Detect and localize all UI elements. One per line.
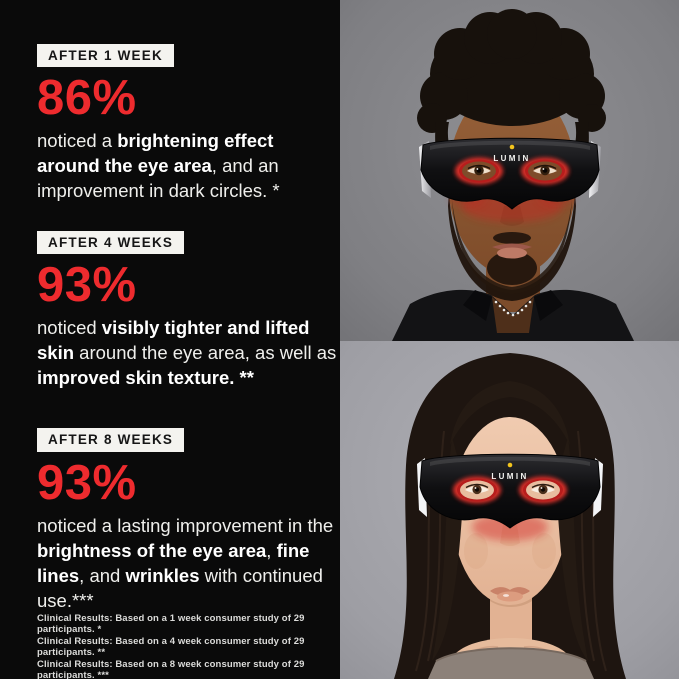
description-segment: around the eye area, as well as [74,342,337,364]
stat-description: noticed a lasting improvement in the bri… [37,513,337,613]
man-collar-left [463,290,492,321]
footnote-line: Clinical Results: Based on a 8 week cons… [37,658,305,679]
description-segment: visibly tighter and lifted skin [37,317,310,364]
photo-woman-with-led-mask: LUMIN [340,341,679,679]
stat-block: AFTER 4 WEEKS 93% noticed visibly tighte… [37,231,336,390]
stat-period-label-box: AFTER 4 WEEKS [37,231,185,255]
mask-indicator-light [509,144,515,150]
stat-value: 86% [37,71,137,126]
man-portrait-illustration: LUMIN [340,0,679,341]
device-logo-text: LUMIN [491,472,528,481]
mask-eye-opening-right [521,157,569,185]
man-beard [448,192,576,301]
description-segment: fine lines [37,539,310,586]
woman-top-garment [428,648,594,679]
description-segment: with continued use.*** [37,564,323,611]
stat-block: AFTER 8 WEEKS 93% noticed a lasting impr… [37,428,333,612]
footnotes: Clinical Results: Based on a 1 week cons… [37,613,324,679]
man-necklace [494,300,532,317]
woman-cheek-shadow-right [532,533,556,569]
mask-gloss-highlight [430,140,590,150]
stat-period-label-box: AFTER 8 WEEKS [37,428,185,452]
led-mask-device: LUMIN [419,137,601,210]
mask-indicator-light [507,462,513,468]
woman-lower-lip [497,591,523,602]
man-afro-hair [417,9,606,180]
stat-value: 93% [37,258,137,313]
device-logo-text: LUMIN [493,154,530,163]
stat-description: noticed visibly tighter and lifted skin … [37,315,337,390]
description-segment: noticed a [37,130,118,152]
photo-man-with-led-mask: LUMIN [340,0,679,341]
led-mask-device: LUMIN [417,453,603,529]
description-segment: , [266,539,277,561]
mask-eye-opening-left [453,476,501,504]
woman-lip-gloss-highlight [503,594,509,597]
description-segment: noticed a lasting improvement in the [37,514,334,536]
mask-eye-opening-left [455,157,503,185]
stat-description: noticed a brightening effect around the … [37,128,337,203]
man-chest [492,297,534,333]
man-upper-lip [492,243,532,251]
stats-panel: AFTER 1 WEEK 86% noticed a brightening e… [37,44,337,679]
mask-body [420,137,600,210]
footnote-line: Clinical Results: Based on a 1 week cons… [37,612,305,636]
description-segment: brightness of the eye area [37,539,267,561]
man-collar-right [534,290,563,321]
stat-block: AFTER 1 WEEK 86% noticed a brightening e… [37,44,324,203]
photo-column: LUMIN [340,0,679,679]
stat-period-label: AFTER 1 WEEK [37,44,174,68]
description-segment: , and [79,564,126,586]
woman-portrait-illustration: LUMIN [340,341,679,679]
stat-value: 93% [37,455,137,510]
woman-garment-neckline [435,647,587,662]
mask-body [419,453,601,529]
man-lower-lip [497,247,527,259]
footnote-line: Clinical Results: Based on a 4 week cons… [37,635,305,659]
description-segment: , and an improvement in dark circles. * [37,155,280,202]
mask-eye-opening-right [519,476,567,504]
stat-period-label: AFTER 4 WEEKS [37,231,185,255]
description-segment: improved skin texture. ** [37,367,254,389]
stat-period-label: AFTER 8 WEEKS [37,428,185,452]
mask-gloss-highlight [430,456,590,466]
stats-blocks: AFTER 1 WEEK 86% noticed a brightening e… [37,44,336,613]
stat-period-label-box: AFTER 1 WEEK [37,44,174,68]
description-segment: noticed [37,317,102,339]
description-segment: brightening effect around the eye area [37,130,274,177]
woman-cheek-shadow-left [464,533,488,569]
description-segment: wrinkles [125,564,200,586]
